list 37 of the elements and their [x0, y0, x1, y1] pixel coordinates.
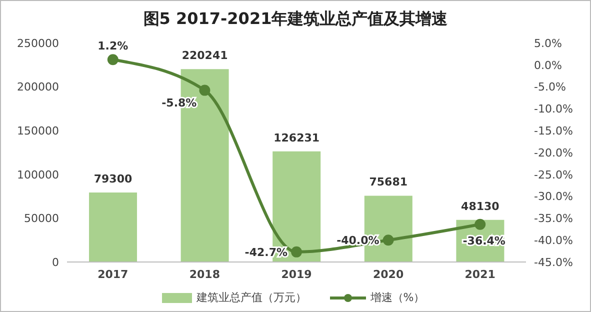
y2-tick-label: -25.0%	[534, 168, 573, 182]
y-tick-label: 50000	[24, 212, 59, 226]
data-label: 220241	[182, 49, 228, 62]
y2-tick-label: -30.0%	[534, 190, 573, 204]
y2-tick-label: -45.0%	[534, 256, 573, 269]
x-tick-label: 2020	[372, 268, 404, 281]
y2-tick-label: 5.0%	[534, 36, 562, 50]
y-tick-label: 100000	[17, 168, 59, 182]
x-tick-label: 2021	[464, 268, 496, 281]
point	[291, 246, 302, 258]
bar	[89, 192, 137, 262]
chart-title: 图5 2017-2021年建筑业总产值及其增速	[142, 9, 449, 30]
point	[199, 84, 210, 96]
data-label: 79300	[94, 172, 132, 186]
y-tick-label: 150000	[17, 124, 59, 138]
data-label: 48130	[461, 200, 500, 213]
point	[474, 218, 486, 230]
y2-tick-label: 0.0%	[534, 58, 562, 72]
y2-tick-label: -5.0%	[534, 80, 566, 94]
y2-tick-label: -10.0%	[534, 102, 573, 116]
y-tick-label: 250000	[17, 36, 59, 50]
y2-tick-label: -40.0%	[534, 234, 573, 248]
legend-label: 建筑业总产值（万元）	[196, 290, 306, 305]
data-label: 75681	[369, 176, 408, 189]
legend-label: 增速（%）	[370, 290, 425, 305]
point	[382, 234, 394, 246]
data-label: 1.2%	[98, 40, 128, 53]
x-tick-label: 2017	[98, 268, 128, 281]
y-tick-label: 0	[52, 256, 59, 269]
y2-tick-label: -15.0%	[534, 124, 573, 138]
y-tick-label: 200000	[17, 80, 59, 94]
y2-tick-label: -20.0%	[534, 146, 573, 160]
x-tick-label: 2019	[281, 268, 312, 281]
data-label: 126231	[274, 131, 320, 144]
y2-tick-label: -35.0%	[534, 212, 573, 226]
x-tick-label: 2018	[189, 268, 220, 281]
point	[107, 54, 118, 66]
